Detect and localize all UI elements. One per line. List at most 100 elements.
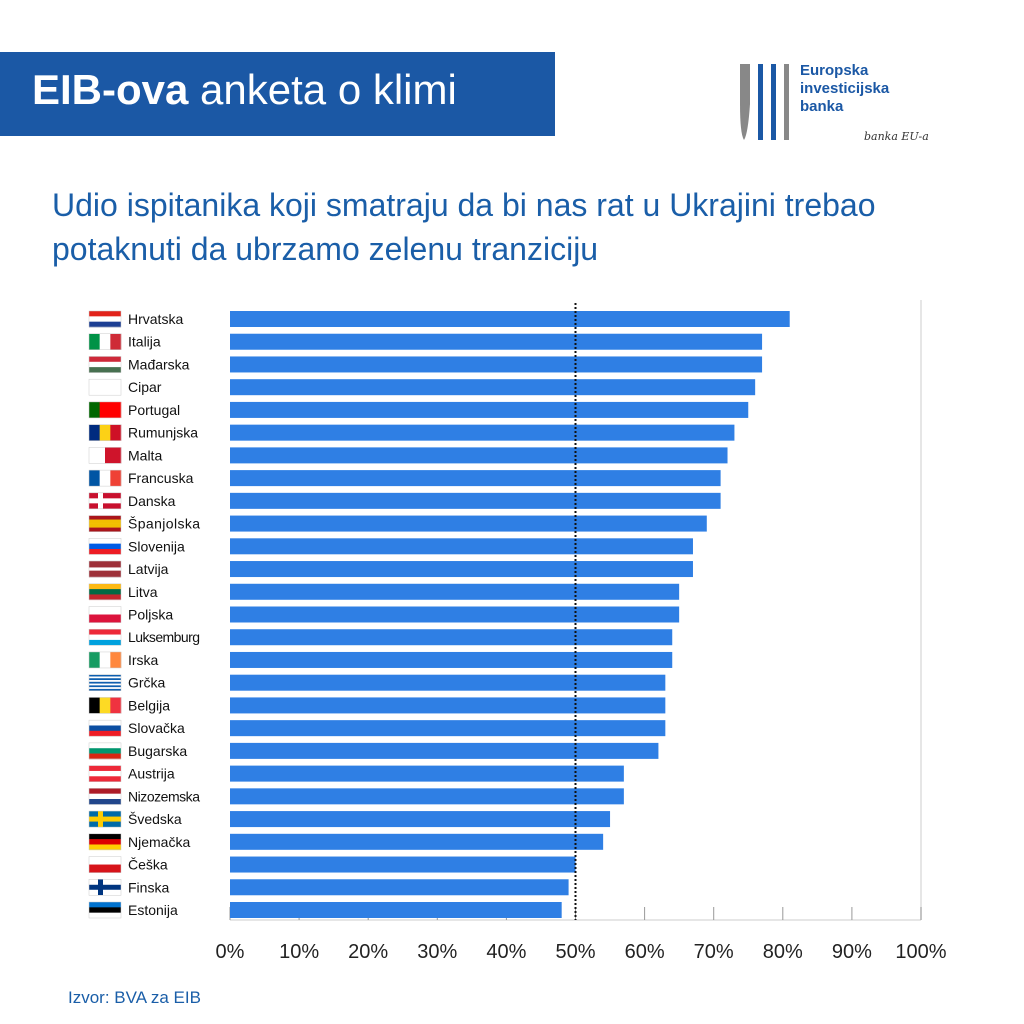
- category-label: Belgija: [128, 697, 170, 713]
- flag-border: [88, 628, 122, 646]
- flag-stripe: [89, 680, 121, 683]
- flag-border: [88, 833, 122, 851]
- flag-border: [88, 697, 122, 714]
- bar-25: [230, 879, 569, 896]
- flag-stripe: [89, 401, 100, 418]
- category-label: Španjolska: [128, 516, 200, 532]
- flag-stripe: [89, 424, 100, 441]
- flag-stripe: [89, 856, 121, 865]
- flag-italija-icon: [88, 333, 122, 350]
- flag-stripe: [89, 594, 121, 601]
- logo-line-1: Europska: [800, 62, 869, 79]
- flag-stripe: [89, 515, 121, 520]
- flag-stripe: [89, 561, 121, 565]
- flag-stripe: [89, 833, 121, 840]
- logo-line-2: investicijska: [800, 80, 890, 97]
- flag-bugarska-icon: [88, 742, 122, 760]
- flag-portugal-icon: [88, 401, 122, 419]
- category-label: Švedska: [128, 811, 182, 827]
- flag-cross-h: [89, 816, 121, 822]
- flag-stripe: [89, 629, 121, 635]
- flag-stripe: [89, 687, 121, 690]
- flag-stripe: [89, 730, 121, 737]
- category-label: Češka: [128, 857, 168, 873]
- header-banner: [0, 52, 555, 136]
- flag-stripe: [89, 564, 121, 568]
- flag-stripe: [89, 681, 121, 684]
- flag-češka-icon: [88, 856, 122, 873]
- x-tick-label: 100%: [895, 941, 946, 963]
- category-label: Nizozemska: [128, 788, 200, 804]
- flag-border: [88, 901, 122, 919]
- category-label: Grčka: [128, 675, 166, 691]
- flag-stripe: [89, 902, 121, 908]
- flag-hrvatska-icon: [88, 310, 122, 328]
- header-title-rest: anketa o klimi: [188, 66, 457, 113]
- flag-latvija-icon: [88, 560, 122, 578]
- flag-border: [88, 719, 122, 737]
- category-label: Latvija: [128, 561, 169, 577]
- flag-stripe: [110, 651, 122, 668]
- flag-stripe: [89, 765, 121, 772]
- flag-border: [88, 606, 122, 623]
- bar-16: [230, 674, 666, 691]
- category-label: Finska: [128, 879, 169, 895]
- bar-14: [230, 629, 673, 646]
- flag-border: [88, 674, 122, 691]
- x-tick-label: 40%: [486, 941, 526, 963]
- flag-stripe: [89, 788, 121, 794]
- flag-stripe: [110, 424, 122, 441]
- flag-rumunjska-icon: [88, 424, 122, 441]
- flag-stripe: [89, 912, 121, 919]
- flag-stripe: [89, 685, 121, 688]
- category-label: Francuska: [128, 470, 194, 486]
- flag-stripe: [89, 379, 121, 396]
- flag-luksemburg-icon: [88, 628, 122, 646]
- bar-19: [230, 742, 659, 759]
- flag-stripe: [99, 333, 111, 350]
- bar-10: [230, 538, 693, 555]
- header-title: EIB-ova anketa o klimi: [32, 66, 457, 114]
- source-note: Izvor: BVA za EIB: [68, 988, 201, 1007]
- category-label: Austrija: [128, 766, 175, 782]
- flag-cross-h: [89, 498, 121, 504]
- flag-stripe: [110, 470, 122, 487]
- flag-stripe: [89, 725, 121, 732]
- x-tick-label: 30%: [417, 941, 457, 963]
- category-label: Cipar: [128, 379, 162, 395]
- bar-4: [230, 401, 749, 418]
- flag-border: [88, 742, 122, 760]
- flag-stripe: [89, 776, 121, 782]
- flag-stripe: [89, 770, 121, 777]
- bar-11: [230, 561, 693, 578]
- flag-border: [88, 310, 122, 328]
- flag-francuska-icon: [88, 469, 122, 487]
- bar-8: [230, 492, 721, 509]
- flag-stripe: [89, 311, 121, 317]
- flag-border: [88, 424, 122, 441]
- category-label: Irska: [128, 652, 159, 668]
- flag-stripe: [89, 538, 121, 544]
- bar-9: [230, 515, 707, 532]
- bar-3: [230, 379, 756, 396]
- bar-21: [230, 788, 624, 805]
- flag-stripe: [99, 697, 111, 714]
- flag-stripe: [89, 844, 121, 851]
- bar-12: [230, 583, 680, 600]
- flag-border: [88, 651, 122, 669]
- flag-border: [88, 469, 122, 487]
- flag-stripe: [89, 523, 121, 528]
- bar-15: [230, 651, 673, 668]
- flag-border: [88, 560, 122, 578]
- bar-2: [230, 356, 763, 373]
- bar-5: [230, 424, 735, 441]
- chart-title: Udio ispitanika koji smatraju da bi nas …: [52, 187, 876, 267]
- flag-border: [88, 583, 122, 601]
- flag-border: [88, 856, 122, 873]
- flag-stripe: [89, 839, 121, 845]
- flag-nizozemska-icon: [88, 788, 122, 805]
- header-title-bold: EIB-ova: [32, 66, 189, 113]
- bar-6: [230, 447, 728, 464]
